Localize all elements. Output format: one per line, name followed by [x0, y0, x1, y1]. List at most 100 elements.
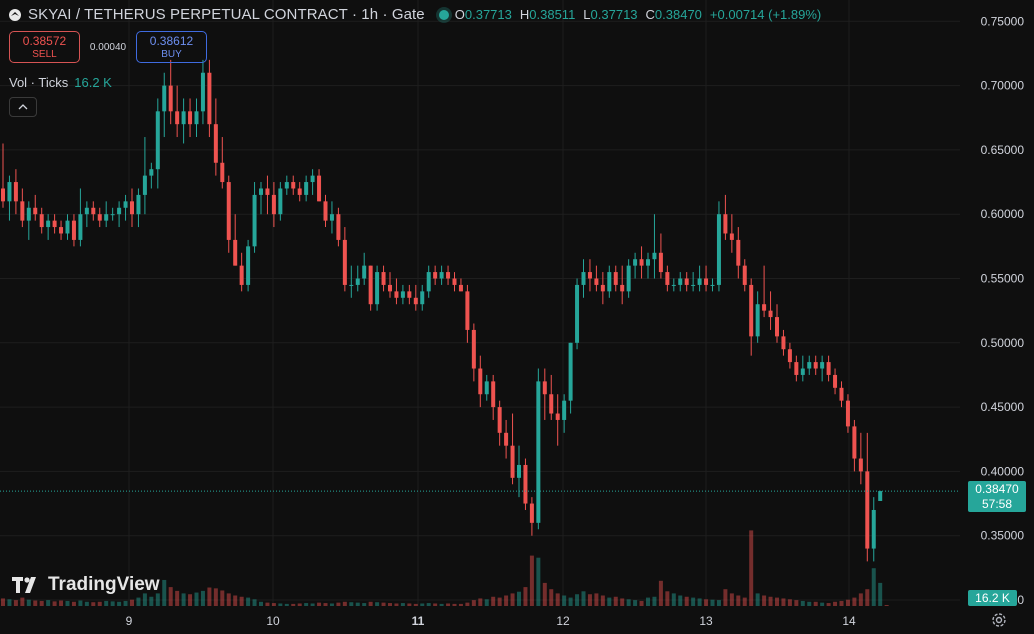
candle-body	[323, 201, 328, 221]
candle-body	[755, 304, 760, 337]
candle-body	[794, 362, 799, 375]
volume-bar	[787, 599, 792, 606]
buy-label: BUY	[161, 49, 182, 60]
low-key: L	[583, 7, 591, 22]
candle-body	[555, 413, 560, 420]
candle-body	[91, 207, 96, 215]
volume-bar	[639, 600, 644, 606]
candle-body	[39, 214, 44, 228]
candle-body	[587, 272, 592, 279]
time-tick-label: 12	[556, 614, 570, 628]
volume-histogram	[1, 530, 889, 606]
candle-body	[549, 394, 554, 414]
volume-bar	[194, 592, 199, 606]
candle-body	[420, 291, 425, 305]
volume-bar	[871, 568, 876, 606]
volume-bar	[684, 596, 689, 606]
volume-bar	[246, 597, 251, 606]
candle-body	[181, 111, 186, 125]
volume-bar	[697, 598, 702, 606]
volume-bar	[600, 595, 605, 606]
volume-bar	[26, 599, 31, 606]
volume-bar	[84, 601, 89, 606]
candle-body	[284, 182, 289, 189]
volume-bar	[46, 600, 51, 606]
candle-body	[678, 278, 683, 285]
candle-body	[452, 278, 457, 285]
candle-body	[426, 272, 431, 292]
volume-bar	[181, 593, 186, 606]
buy-button[interactable]: 0.38612 BUY	[136, 31, 207, 63]
volume-bar	[820, 602, 825, 606]
candle-body	[833, 374, 838, 388]
volume-bar	[729, 593, 734, 606]
candle-body	[368, 265, 373, 305]
time-axis[interactable]: 9 10 11 12 13 14	[126, 614, 856, 628]
close-value: 0.38470	[654, 7, 702, 22]
volume-bar	[884, 605, 889, 606]
price-tick-label: 0.40000	[981, 464, 1025, 478]
volume-bar	[736, 595, 741, 606]
candle-body	[155, 111, 160, 170]
candle-body	[278, 188, 283, 215]
sell-button[interactable]: 0.38572 SELL	[9, 31, 80, 63]
volume-bar	[710, 599, 715, 606]
volume-bar	[310, 603, 315, 606]
price-axis[interactable]: 0.75000 0.70000 0.65000 0.60000 0.55000 0.500…	[981, 14, 1025, 607]
volume-legend[interactable]: Vol · Ticks 16.2 K	[9, 75, 112, 90]
volume-bar	[375, 602, 380, 606]
candle-body	[433, 272, 438, 279]
candle-body	[562, 400, 567, 420]
settings-gear-icon[interactable]	[990, 611, 1008, 629]
volume-bar	[594, 593, 599, 606]
candle-body	[839, 387, 844, 401]
volume-bar	[833, 601, 838, 606]
volume-bar	[71, 601, 76, 606]
volume-bar	[665, 591, 670, 606]
volume-bar	[52, 601, 57, 606]
last-price-label: 0.38470 57:58	[968, 481, 1026, 512]
candle-body	[523, 464, 528, 504]
volume-bar	[755, 593, 760, 606]
candle-body	[252, 194, 257, 247]
sell-price: 0.38572	[22, 34, 67, 48]
volume-bar	[407, 603, 412, 606]
low-value: 0.37713	[590, 7, 638, 22]
candle-body	[46, 220, 51, 228]
volume-bar	[362, 603, 367, 606]
candle-body	[162, 85, 167, 112]
collapse-legend-button[interactable]	[9, 97, 37, 117]
volume-bar	[117, 601, 122, 606]
volume-bar	[252, 599, 257, 606]
volume-bar	[768, 596, 773, 606]
volume-bar	[342, 601, 347, 606]
candle-body	[581, 272, 586, 285]
candle-body	[671, 284, 676, 286]
candle-body	[413, 297, 418, 305]
volume-legend-value: 16.2 K	[74, 75, 112, 90]
candle-body	[710, 284, 715, 286]
symbol-title[interactable]: SKYAI / TETHERUS PERPETUAL CONTRACT · 1h…	[28, 6, 425, 23]
volume-bar	[284, 603, 289, 606]
candle-body	[542, 381, 547, 395]
volume-bar	[852, 597, 857, 606]
candlestick-series	[1, 59, 883, 562]
candle-body	[652, 252, 657, 260]
candle-body	[665, 272, 670, 285]
volume-bar	[446, 603, 451, 606]
price-tick-label: 0.70000	[981, 79, 1025, 93]
price-tick-label: 0.60000	[981, 207, 1025, 221]
candle-body	[781, 336, 786, 350]
time-tick-label: 13	[699, 614, 713, 628]
volume-bar	[678, 595, 683, 606]
volume-bar	[607, 597, 612, 606]
tradingview-logo[interactable]: TradingView	[12, 574, 160, 596]
chart-grid	[0, 0, 960, 606]
candle-body	[52, 220, 57, 228]
candle-body	[691, 284, 696, 286]
candle-body	[297, 188, 302, 195]
volume-bar	[317, 602, 322, 606]
volume-bar	[388, 603, 392, 606]
volume-bar	[646, 597, 650, 606]
